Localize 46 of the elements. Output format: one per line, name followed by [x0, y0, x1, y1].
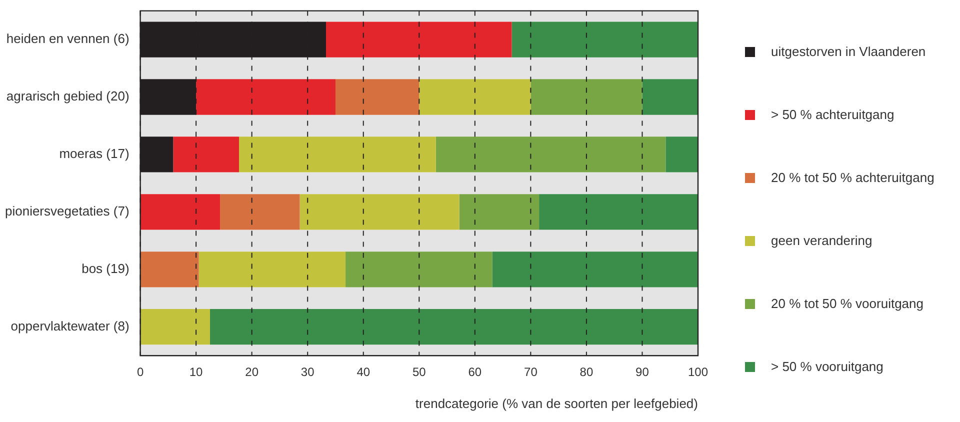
x-tick-label: 20 — [245, 365, 259, 380]
legend-label: geen verandering — [771, 233, 872, 248]
legend-label: > 50 % achteruitgang — [771, 107, 894, 122]
y-tick-label: bos (19) — [82, 260, 130, 276]
bar — [196, 79, 336, 115]
bar — [220, 194, 300, 230]
y-tick-label: oppervlaktewater (8) — [10, 318, 130, 334]
legend-label: uitgestorven in Vlaanderen — [771, 44, 926, 59]
bar — [642, 79, 698, 115]
bar — [173, 136, 240, 172]
bar — [198, 252, 346, 288]
legend-label: > 50 % vooruitgang — [771, 359, 884, 374]
bar — [140, 194, 220, 230]
x-tick-label: 90 — [636, 365, 650, 380]
y-tick-label: agrarisch gebied (20) — [6, 88, 130, 104]
y-tick-label: heiden en vennen (6) — [6, 31, 130, 46]
bar — [140, 309, 210, 345]
bar — [492, 252, 698, 288]
bar — [419, 79, 531, 115]
legend-label: 20 % tot 50 % vooruitgang — [771, 296, 924, 311]
bar — [459, 194, 540, 230]
bar — [539, 194, 698, 230]
bar — [326, 22, 512, 58]
x-tick-label: 60 — [468, 365, 482, 380]
bar — [335, 79, 420, 115]
y-tick-label: pioniersvegetaties (7) — [4, 204, 130, 219]
bar — [239, 136, 436, 172]
x-tick-label: 40 — [356, 365, 370, 380]
y-tick-label: moeras (17) — [59, 146, 130, 162]
bar — [436, 136, 666, 172]
x-tick-label: 70 — [524, 365, 538, 380]
bar — [140, 252, 199, 288]
x-tick-label: 50 — [412, 365, 426, 380]
x-tick-label: 80 — [580, 365, 594, 380]
legend-label: 20 % tot 50 % achteruitgang — [771, 170, 934, 185]
bar — [666, 136, 698, 172]
bar — [512, 22, 698, 58]
bar — [300, 194, 460, 230]
bar — [530, 79, 642, 115]
bar — [210, 309, 698, 345]
x-tick-label: 30 — [300, 365, 315, 380]
x-tick-label: 100 — [688, 365, 708, 380]
x-tick-label: 0 — [136, 365, 144, 380]
x-tick-label: 10 — [189, 365, 204, 380]
x-axis-title: trendcategorie (% van de soorten per leefgebied) — [415, 396, 698, 411]
bar — [346, 252, 492, 288]
